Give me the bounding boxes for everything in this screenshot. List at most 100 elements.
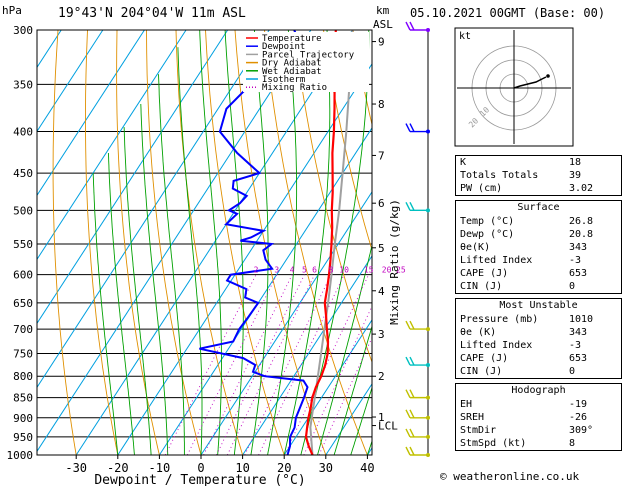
dry-adiabat-line bbox=[293, 30, 372, 364]
km-tick-label: 5 bbox=[378, 242, 385, 255]
surface-row: Temp (°C) 26.8 bbox=[456, 215, 621, 228]
km-tick-label: 4 bbox=[378, 285, 385, 298]
mu-row: Pressure (mb) 1010 bbox=[456, 313, 621, 326]
most-unstable-title: Most Unstable bbox=[499, 300, 578, 311]
indices-panel: K 18 Totals Totals 39 PW (cm) 3.02 Surface Te… bbox=[455, 155, 622, 455]
hodo-label: SREH bbox=[460, 412, 485, 423]
pressure-tick-label: 900 bbox=[13, 412, 33, 425]
surface-value: -3 bbox=[569, 255, 582, 266]
mu-label: CIN (J) bbox=[460, 366, 503, 377]
surface-value: 653 bbox=[569, 268, 588, 279]
dewpoint-line bbox=[199, 30, 309, 455]
km-tick-label: 2 bbox=[378, 370, 385, 383]
isotherm-line bbox=[200, 191, 372, 455]
wet-adiabat-line bbox=[317, 243, 372, 455]
pressure-tick-label: 500 bbox=[13, 204, 33, 217]
temp-tick-label: 20 bbox=[277, 461, 291, 475]
wind-barb-flag bbox=[405, 356, 411, 366]
index-label: K bbox=[460, 157, 467, 168]
wind-barb-flag bbox=[409, 389, 415, 398]
surface-label: CIN (J) bbox=[460, 281, 503, 292]
mixing-ratio-value-label: 15 bbox=[364, 266, 374, 275]
wet-adiabat-line bbox=[250, 30, 269, 455]
pressure-tick-label: 800 bbox=[13, 370, 33, 383]
mu-value: 1010 bbox=[569, 314, 594, 325]
mixing-ratio-axis-label: Mixing Ratio (g/kg) bbox=[388, 199, 401, 325]
mixing-ratio-value-label: 20 bbox=[382, 266, 392, 275]
mixing-ratio-value-label: 2 bbox=[254, 266, 259, 275]
legend-label: Temperature bbox=[262, 34, 322, 44]
mixing-ratio-value-label: 4 bbox=[290, 266, 295, 275]
wet-adiabat-line bbox=[283, 30, 331, 455]
wind-barb bbox=[405, 202, 430, 213]
hodograph-unit-label: kt bbox=[459, 31, 471, 42]
wind-barb-flag bbox=[405, 123, 411, 132]
pressure-tick-label: 700 bbox=[13, 323, 33, 336]
isotherm-line bbox=[37, 30, 145, 197]
wet-adiabat-line bbox=[350, 386, 372, 455]
km-tick-label: 7 bbox=[378, 149, 385, 162]
surface-label: CAPE (J) bbox=[460, 268, 509, 279]
wind-barb bbox=[405, 356, 430, 368]
index-label: Totals Totals bbox=[460, 170, 539, 181]
wet-adiabat-line bbox=[333, 324, 372, 455]
dry-adiabat-line bbox=[146, 30, 202, 455]
wind-barb-flag bbox=[405, 202, 411, 211]
km-tick-label: LCL bbox=[378, 420, 398, 433]
wind-barb-flag bbox=[405, 446, 411, 456]
plot-area bbox=[37, 30, 372, 455]
mu-value: -3 bbox=[569, 340, 582, 351]
wet-adiabat-line bbox=[140, 103, 169, 455]
legend-label: Dewpoint bbox=[262, 42, 305, 52]
dry-adiabat-line bbox=[264, 30, 368, 455]
legend-label: Wet Adiabat bbox=[262, 67, 322, 77]
wet-adiabat-line bbox=[177, 47, 203, 455]
hodo-row: EH -19 bbox=[456, 398, 621, 411]
isotherm-line bbox=[283, 319, 372, 455]
pressure-tick-label: 300 bbox=[13, 24, 33, 37]
mixing-ratio-value-label: 3 bbox=[274, 266, 279, 275]
hodo-label: StmSpd (kt) bbox=[460, 438, 527, 449]
pressure-tick-label: 600 bbox=[13, 269, 33, 282]
isotherm-line bbox=[75, 30, 353, 455]
legend-label: Parcel Trajectory bbox=[262, 50, 355, 60]
hpa-unit-label: hPa bbox=[2, 4, 22, 17]
hodo-row: StmDir 309° bbox=[456, 424, 621, 437]
pressure-tick-label: 750 bbox=[13, 347, 33, 360]
hodo-value: -26 bbox=[569, 412, 588, 423]
isotherm-line bbox=[37, 30, 270, 389]
surface-value: 20.8 bbox=[569, 229, 594, 240]
pressure-tick-label: 350 bbox=[13, 78, 33, 91]
wind-barb-dot bbox=[426, 129, 430, 134]
wet-adiabat-line bbox=[158, 74, 185, 455]
wind-barb-dot bbox=[426, 208, 430, 213]
wind-barb-flag bbox=[409, 409, 415, 419]
wind-barb-flag bbox=[409, 320, 415, 330]
temperature-line bbox=[304, 30, 337, 455]
datetime-title: 05.10.2021 00GMT (Base: 00) bbox=[410, 6, 606, 20]
stability-indices-box: K 18 Totals Totals 39 PW (cm) 3.02 bbox=[455, 155, 622, 196]
mu-value: 0 bbox=[569, 366, 576, 377]
surface-title: Surface bbox=[517, 202, 560, 213]
isotherm-line bbox=[158, 127, 372, 455]
legend-label: Mixing Ratio bbox=[262, 83, 327, 93]
hodo-row: SREH -26 bbox=[456, 411, 621, 424]
wind-barb bbox=[405, 123, 430, 134]
isotherm-line bbox=[37, 30, 187, 261]
mu-row: θe (K) 343 bbox=[456, 326, 621, 339]
wet-adiabat-line bbox=[92, 173, 119, 455]
mu-row: CAPE (J) 653 bbox=[456, 352, 621, 365]
km-tick-label: 8 bbox=[378, 98, 385, 111]
pressure-tick-label: 450 bbox=[13, 167, 33, 180]
index-value: 39 bbox=[569, 170, 582, 181]
most-unstable-box: Most Unstable Pressure (mb) 1010 θe (K) 343… bbox=[455, 298, 622, 379]
hodo-label: StmDir bbox=[460, 425, 497, 436]
wind-barb bbox=[405, 446, 430, 457]
dry-adiabat-line bbox=[175, 30, 244, 455]
wind-barb bbox=[405, 428, 430, 439]
surface-row: Lifted Index -3 bbox=[456, 254, 621, 267]
mixing-ratio-value-label: 10 bbox=[339, 266, 349, 275]
